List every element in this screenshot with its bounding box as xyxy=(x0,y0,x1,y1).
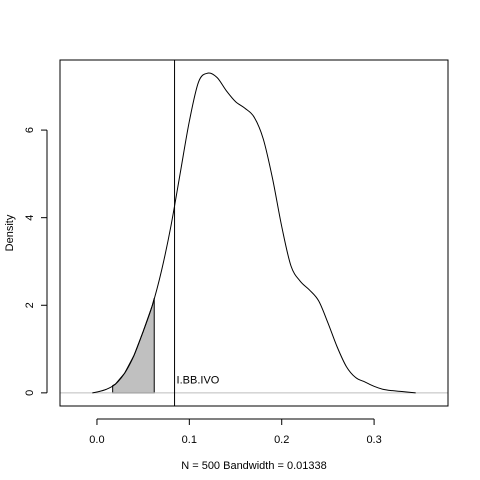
y-axis: 0 2 4 6 xyxy=(24,127,48,396)
x-tick-label: 0.1 xyxy=(182,434,197,446)
y-axis-title: Density xyxy=(4,214,16,251)
shaded-tail-area-group xyxy=(112,298,155,394)
x-tick-label: 0.0 xyxy=(89,434,104,446)
y-tick-label: 2 xyxy=(24,302,36,308)
y-tick-label: 0 xyxy=(24,390,36,396)
reference-line-label: I.BB.IVO xyxy=(177,375,220,387)
plot-frame xyxy=(59,59,449,407)
y-tick-label: 4 xyxy=(24,215,36,221)
x-axis-title: N = 500 Bandwidth = 0.01338 xyxy=(181,460,327,472)
x-axis: 0.0 0.1 0.2 0.3 xyxy=(89,418,382,446)
y-tick-label: 6 xyxy=(24,127,36,133)
x-tick-label: 0.2 xyxy=(274,434,289,446)
shaded-tail-area xyxy=(112,298,155,394)
density-curve xyxy=(92,72,416,394)
x-tick-label: 0.3 xyxy=(366,434,381,446)
